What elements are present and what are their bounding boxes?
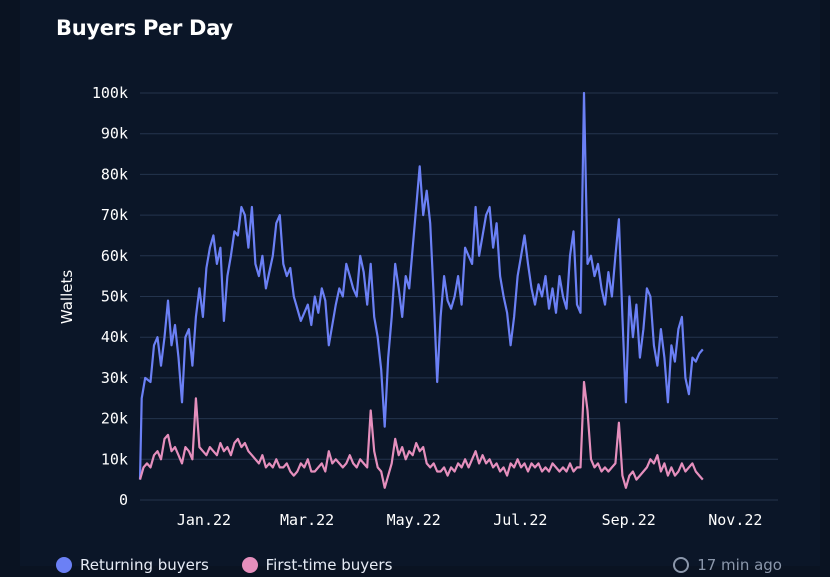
legend-swatch-returning <box>56 557 72 573</box>
clock-icon <box>673 557 690 573</box>
y-axis-ticks: 0 10k 20k 30k 40k 50k 60k 70k 80k 90k 100k <box>92 84 128 509</box>
legend-item-returning[interactable]: Returning buyers <box>56 556 209 574</box>
last-updated: 17 min ago <box>673 556 782 574</box>
y-tick-label: 50k <box>101 288 128 306</box>
y-tick-label: 20k <box>101 410 128 428</box>
x-tick-label: Jul.22 <box>493 511 547 529</box>
x-tick-label: May.22 <box>387 511 441 529</box>
y-tick-label: 40k <box>101 328 128 346</box>
y-tick-label: 30k <box>101 369 128 387</box>
y-tick-label: 90k <box>101 125 128 143</box>
y-tick-label: 10k <box>101 450 128 468</box>
legend-label-first-time: First-time buyers <box>265 556 393 574</box>
grid <box>140 92 778 501</box>
last-updated-text: 17 min ago <box>697 556 782 574</box>
series-line-returning[interactable] <box>138 91 704 480</box>
x-tick-label: Nov.22 <box>708 511 762 529</box>
x-tick-label: Jan.22 <box>177 511 231 529</box>
series-line-first-time[interactable] <box>138 380 704 489</box>
x-tick-label: Sep.22 <box>602 511 656 529</box>
y-tick-label: 60k <box>101 247 128 265</box>
series-group <box>138 91 704 489</box>
y-tick-label: 0 <box>119 491 128 509</box>
y-tick-label: 70k <box>101 206 128 224</box>
legend: Returning buyers First-time buyers <box>56 556 420 576</box>
y-axis-label: Wallets <box>58 270 76 325</box>
y-tick-label: 100k <box>92 84 128 102</box>
legend-item-first-time[interactable]: First-time buyers <box>241 556 393 574</box>
y-tick-label: 80k <box>101 165 128 183</box>
x-tick-label: Mar.22 <box>280 511 334 529</box>
legend-swatch-first-time <box>241 557 258 573</box>
x-axis-ticks: Jan.22 Mar.22 May.22 Jul.22 Sep.22 Nov.22 <box>177 511 763 529</box>
legend-label-returning: Returning buyers <box>80 556 209 574</box>
chart-title: Buyers Per Day <box>56 16 233 40</box>
